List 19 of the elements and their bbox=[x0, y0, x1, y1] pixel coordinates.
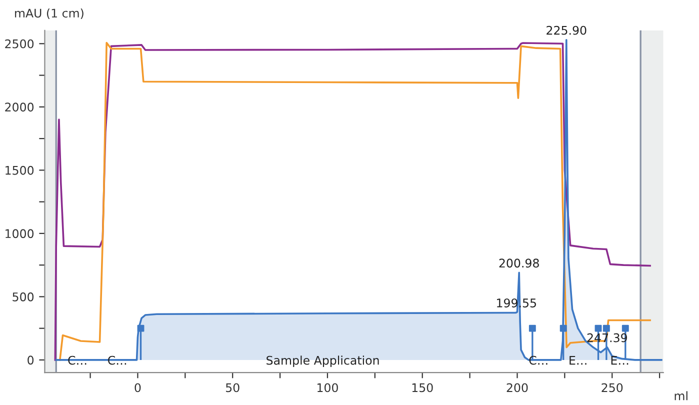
x-tick-label: 50 bbox=[226, 383, 240, 392]
y-tick-label: 2000 bbox=[5, 102, 34, 112]
annotation: 200.98 bbox=[499, 258, 539, 268]
x-tick-label: 200 bbox=[506, 383, 528, 392]
y-tick-label: 500 bbox=[12, 292, 34, 302]
x-tick-label: 100 bbox=[318, 383, 338, 392]
annotation: Sample Application bbox=[266, 356, 379, 368]
x-tick-label: 150 bbox=[412, 383, 433, 392]
x-tick-label: 0 bbox=[134, 383, 141, 392]
y-tick-label: 1500 bbox=[6, 166, 34, 175]
annotation: E… bbox=[570, 356, 586, 365]
annotation: E… bbox=[611, 356, 628, 365]
y-tick-label: 2500 bbox=[5, 39, 34, 48]
y-tick-label: 0 bbox=[28, 356, 34, 365]
y-tick-label: 1000 bbox=[6, 229, 34, 238]
x-tick-label: 250 bbox=[602, 383, 623, 392]
y-axis-title: mAU (1 cm) bbox=[15, 8, 84, 19]
x-axis-title: ml bbox=[674, 391, 688, 400]
annotation: 225.90 bbox=[546, 26, 586, 35]
